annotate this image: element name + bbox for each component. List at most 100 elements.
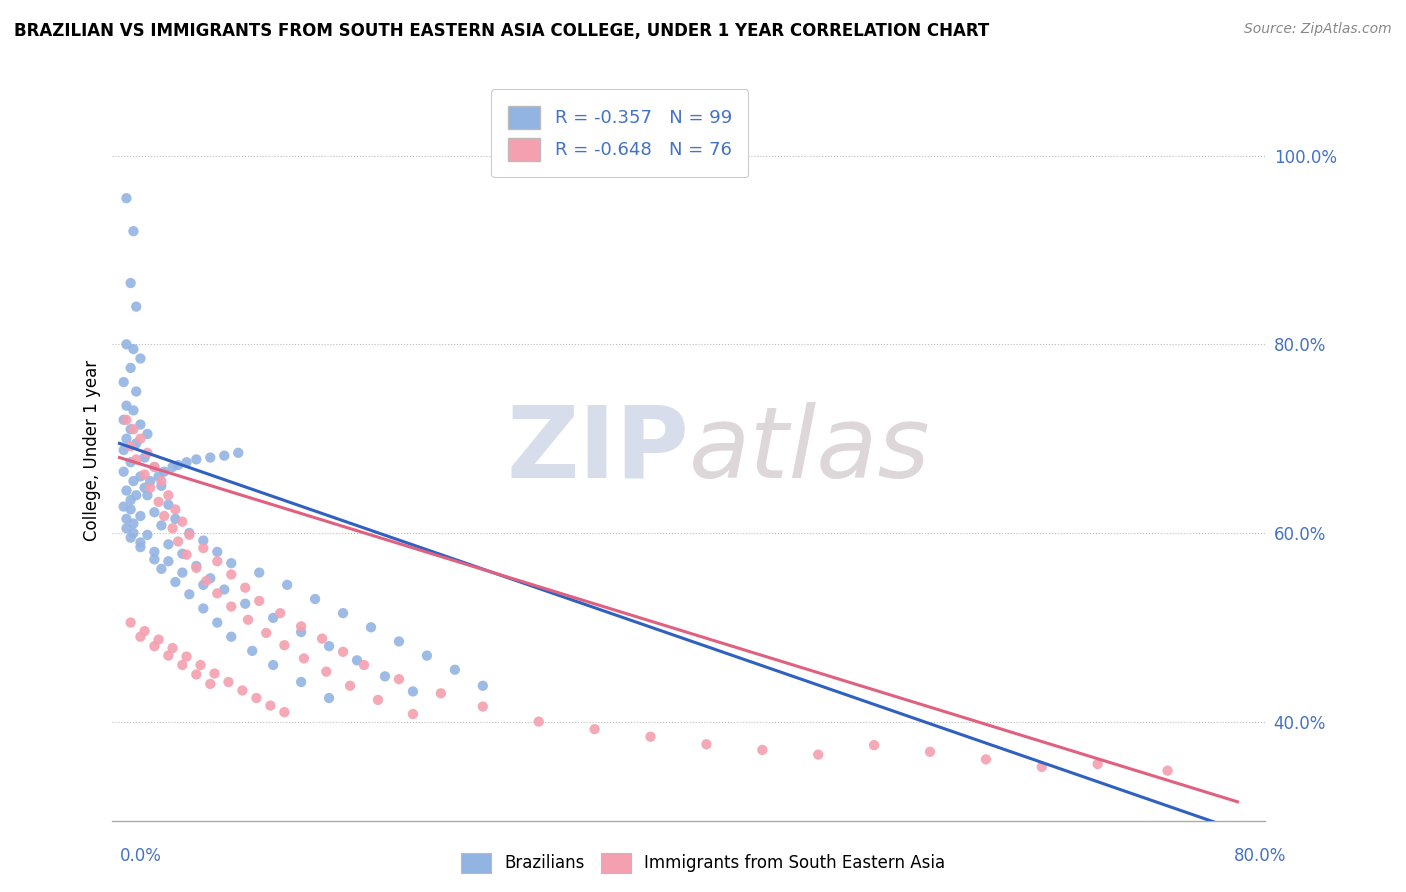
Point — [262, 658, 284, 673]
Text: 0.0%: 0.0% — [120, 847, 162, 864]
Point — [150, 562, 173, 576]
Point — [219, 630, 242, 644]
Point — [207, 554, 229, 568]
Point — [918, 745, 941, 759]
Point — [1156, 764, 1178, 778]
Point — [226, 446, 249, 460]
Point — [162, 641, 184, 656]
Point — [115, 483, 138, 498]
Point — [193, 541, 215, 555]
Point — [157, 554, 180, 568]
Point — [204, 666, 226, 681]
Point — [402, 684, 425, 698]
Point — [165, 574, 187, 589]
Point — [290, 619, 312, 633]
Point — [115, 512, 138, 526]
Point — [129, 351, 152, 366]
Point — [148, 469, 170, 483]
Point — [125, 300, 148, 314]
Point — [471, 679, 494, 693]
Point — [125, 452, 148, 467]
Point — [176, 455, 198, 469]
Point — [143, 545, 166, 559]
Point — [157, 537, 180, 551]
Point — [115, 191, 138, 205]
Y-axis label: College, Under 1 year: College, Under 1 year — [83, 359, 101, 541]
Point — [367, 693, 389, 707]
Point — [214, 582, 236, 597]
Point — [167, 534, 190, 549]
Point — [416, 648, 439, 663]
Point — [751, 743, 773, 757]
Point — [122, 342, 145, 356]
Point — [807, 747, 830, 762]
Point — [863, 738, 886, 752]
Point — [259, 698, 281, 713]
Point — [112, 465, 135, 479]
Point — [292, 651, 315, 665]
Point — [120, 615, 142, 630]
Point — [165, 502, 187, 516]
Point — [1087, 757, 1109, 772]
Point — [120, 493, 142, 508]
Point — [254, 626, 277, 640]
Point — [311, 632, 333, 646]
Point — [217, 675, 239, 690]
Point — [195, 574, 218, 588]
Point — [388, 634, 411, 648]
Point — [640, 730, 662, 744]
Point — [129, 417, 152, 432]
Text: 80.0%: 80.0% — [1234, 847, 1286, 864]
Point — [143, 639, 166, 653]
Point — [129, 432, 152, 446]
Point — [315, 665, 337, 679]
Point — [430, 686, 453, 700]
Point — [245, 691, 267, 706]
Point — [172, 566, 194, 580]
Point — [122, 403, 145, 417]
Point — [139, 481, 162, 495]
Text: ZIP: ZIP — [506, 402, 689, 499]
Point — [125, 436, 148, 450]
Point — [186, 561, 208, 575]
Point — [332, 645, 354, 659]
Point — [129, 630, 152, 644]
Point — [120, 360, 142, 375]
Point — [120, 531, 142, 545]
Point — [153, 465, 176, 479]
Point — [129, 469, 152, 483]
Point — [444, 663, 467, 677]
Point — [148, 495, 170, 509]
Point — [276, 578, 298, 592]
Point — [136, 488, 159, 502]
Point — [353, 658, 375, 673]
Point — [125, 384, 148, 399]
Point — [193, 601, 215, 615]
Point — [219, 567, 242, 582]
Point — [186, 452, 208, 467]
Point — [402, 707, 425, 722]
Point — [193, 533, 215, 548]
Point — [219, 599, 242, 614]
Point — [134, 467, 156, 482]
Point — [112, 375, 135, 389]
Point — [115, 399, 138, 413]
Point — [240, 644, 263, 658]
Point — [129, 540, 152, 554]
Point — [219, 556, 242, 570]
Point — [165, 512, 187, 526]
Point — [134, 481, 156, 495]
Point — [176, 649, 198, 664]
Point — [115, 337, 138, 351]
Point — [339, 679, 361, 693]
Point — [112, 500, 135, 514]
Point — [129, 508, 152, 523]
Point — [290, 625, 312, 640]
Point — [388, 672, 411, 686]
Point — [207, 545, 229, 559]
Point — [179, 526, 201, 541]
Point — [207, 615, 229, 630]
Point — [318, 639, 340, 653]
Point — [273, 638, 295, 652]
Point — [527, 714, 550, 729]
